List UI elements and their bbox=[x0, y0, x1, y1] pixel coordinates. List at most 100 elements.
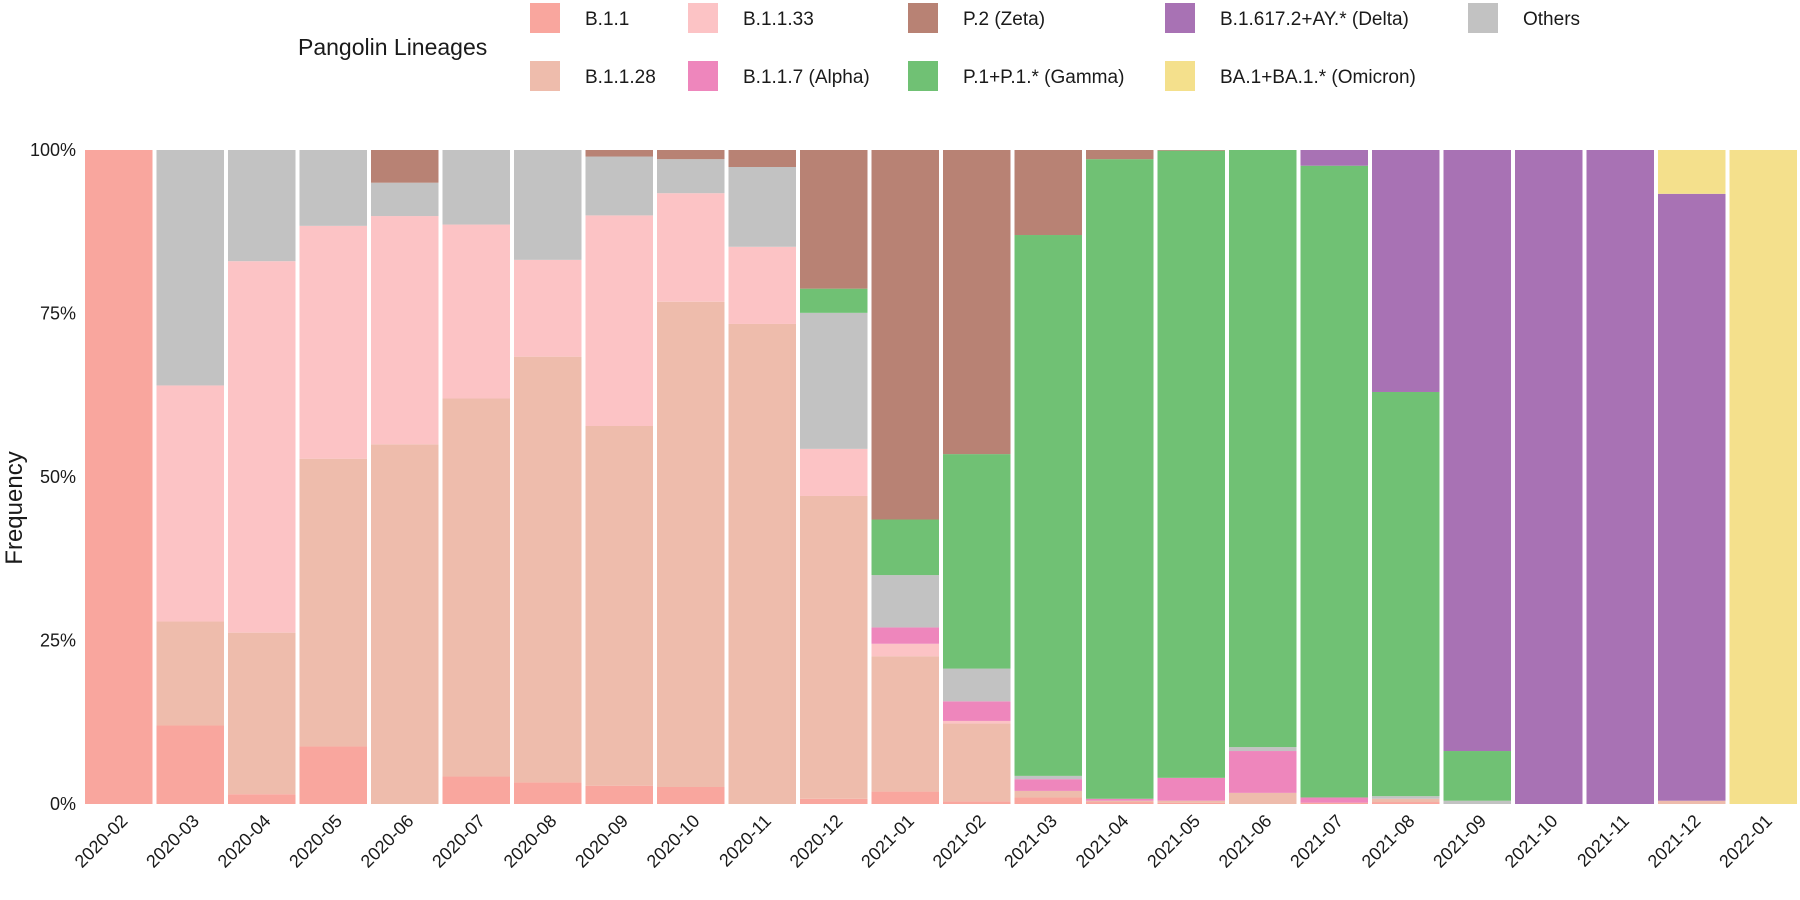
y-tick-label: 75% bbox=[40, 304, 76, 324]
bar-segment bbox=[728, 246, 796, 324]
x-tick-label: 2020-07 bbox=[428, 811, 489, 872]
bar-segment bbox=[728, 150, 796, 167]
x-tick-label: 2021-09 bbox=[1429, 811, 1490, 872]
bar-segment bbox=[657, 301, 725, 787]
bar-segment bbox=[657, 787, 725, 804]
bar-segment bbox=[728, 167, 796, 247]
bar-segment bbox=[943, 720, 1011, 724]
legend-key bbox=[530, 3, 560, 33]
bar-segment bbox=[1658, 800, 1726, 804]
bar-segment bbox=[1372, 796, 1440, 799]
bar-segment bbox=[943, 150, 1011, 455]
bar-segment bbox=[1372, 798, 1440, 803]
x-axis-ticks: 2020-02 2020-03 2020-04 2020-05 2020-06 2020-… bbox=[71, 811, 1776, 872]
x-tick-label: 2020-12 bbox=[786, 811, 847, 872]
bar-segment bbox=[1086, 150, 1154, 160]
legend-key bbox=[688, 3, 718, 33]
bar-segment bbox=[800, 150, 868, 289]
bar-segment bbox=[800, 448, 868, 496]
bar-segment bbox=[1014, 797, 1082, 804]
bar-segment bbox=[1014, 150, 1082, 236]
legend-label: P.2 (Zeta) bbox=[963, 9, 1045, 30]
x-tick-label: 2021-12 bbox=[1644, 811, 1705, 872]
bar-segment bbox=[871, 627, 939, 644]
bar-segment bbox=[514, 259, 582, 357]
legend-label: B.1.1.33 bbox=[743, 9, 814, 30]
legend-label: B.1.1.7 (Alpha) bbox=[743, 67, 870, 88]
bar-segment bbox=[514, 356, 582, 783]
x-tick-label: 2020-03 bbox=[142, 811, 203, 872]
bar-segment bbox=[585, 215, 653, 426]
legend-label: B.1.1.28 bbox=[585, 67, 656, 88]
bar-segment bbox=[1157, 150, 1225, 778]
bar-segment bbox=[1229, 747, 1297, 752]
bar-segment bbox=[1229, 751, 1297, 793]
y-tick-label: 100% bbox=[30, 140, 76, 160]
legend-key bbox=[908, 61, 938, 91]
legend-label: P.1+P.1.* (Gamma) bbox=[963, 67, 1124, 88]
bar-segment bbox=[1014, 235, 1082, 776]
bar-segment bbox=[871, 643, 939, 657]
bar-segment bbox=[299, 225, 367, 459]
bar-segment bbox=[1443, 800, 1511, 804]
bar-segment bbox=[299, 150, 367, 226]
bar-segment bbox=[1300, 797, 1368, 803]
bar-segment bbox=[800, 312, 868, 449]
x-tick-label: 2021-06 bbox=[1215, 811, 1276, 872]
bar-segment bbox=[371, 216, 439, 445]
x-tick-label: 2021-05 bbox=[1143, 811, 1204, 872]
bar-segment bbox=[299, 458, 367, 747]
bar-segment bbox=[1658, 150, 1726, 194]
bar-segment bbox=[514, 782, 582, 804]
x-tick-label: 2021-03 bbox=[1000, 811, 1061, 872]
bar-segment bbox=[657, 150, 725, 160]
bar-segment bbox=[1157, 150, 1225, 151]
bar-segment bbox=[228, 632, 296, 795]
bar-segment bbox=[1014, 775, 1082, 780]
bar-segment bbox=[943, 801, 1011, 804]
bar-segment bbox=[800, 798, 868, 804]
bar-segment bbox=[1229, 792, 1297, 804]
bar-segment bbox=[943, 668, 1011, 702]
bar-segment bbox=[442, 224, 510, 399]
bar-segment bbox=[585, 156, 653, 216]
bar-segment bbox=[1372, 802, 1440, 804]
bar-segment bbox=[1658, 193, 1726, 801]
x-tick-label: 2020-10 bbox=[643, 811, 704, 872]
bar-segment bbox=[871, 519, 939, 576]
x-tick-label: 2021-02 bbox=[929, 811, 990, 872]
y-axis-ticks: 0% 25% 50% 75% 100% bbox=[30, 140, 76, 814]
x-tick-label: 2020-04 bbox=[214, 811, 275, 872]
bar-segment bbox=[1014, 779, 1082, 791]
bar-segment bbox=[1300, 802, 1368, 804]
bar-segment bbox=[943, 701, 1011, 721]
y-tick-label: 50% bbox=[40, 467, 76, 487]
bar-segment bbox=[871, 575, 939, 628]
legend: B.1.1 B.1.1.33 P.2 (Zeta) B.1.617.2+AY.* (D… bbox=[530, 3, 1580, 91]
bar-segment bbox=[585, 150, 653, 157]
x-tick-label: 2020-06 bbox=[357, 811, 418, 872]
legend-label: B.1.617.2+AY.* (Delta) bbox=[1220, 9, 1409, 30]
bar-segment bbox=[85, 150, 153, 804]
legend-key bbox=[530, 61, 560, 91]
bar-segment bbox=[800, 288, 868, 313]
x-tick-label: 2022-01 bbox=[1715, 811, 1776, 872]
bar-segment bbox=[1372, 150, 1440, 392]
bar-segment bbox=[514, 150, 582, 260]
bar-segment bbox=[299, 746, 367, 804]
bar-segment bbox=[1300, 150, 1368, 166]
bar-segment bbox=[657, 159, 725, 194]
bar-segment bbox=[442, 398, 510, 777]
bar-segment bbox=[585, 785, 653, 804]
bar-segment bbox=[1300, 165, 1368, 798]
bar-segment bbox=[1443, 751, 1511, 801]
x-tick-label: 2021-04 bbox=[1072, 811, 1133, 872]
x-tick-label: 2020-08 bbox=[500, 811, 561, 872]
legend-label: Others bbox=[1523, 9, 1580, 30]
bar-segment bbox=[1229, 150, 1297, 748]
bar-segment bbox=[156, 150, 224, 386]
bar-segment bbox=[371, 444, 439, 804]
x-tick-label: 2021-07 bbox=[1286, 811, 1347, 872]
bar-segment bbox=[1014, 790, 1082, 798]
